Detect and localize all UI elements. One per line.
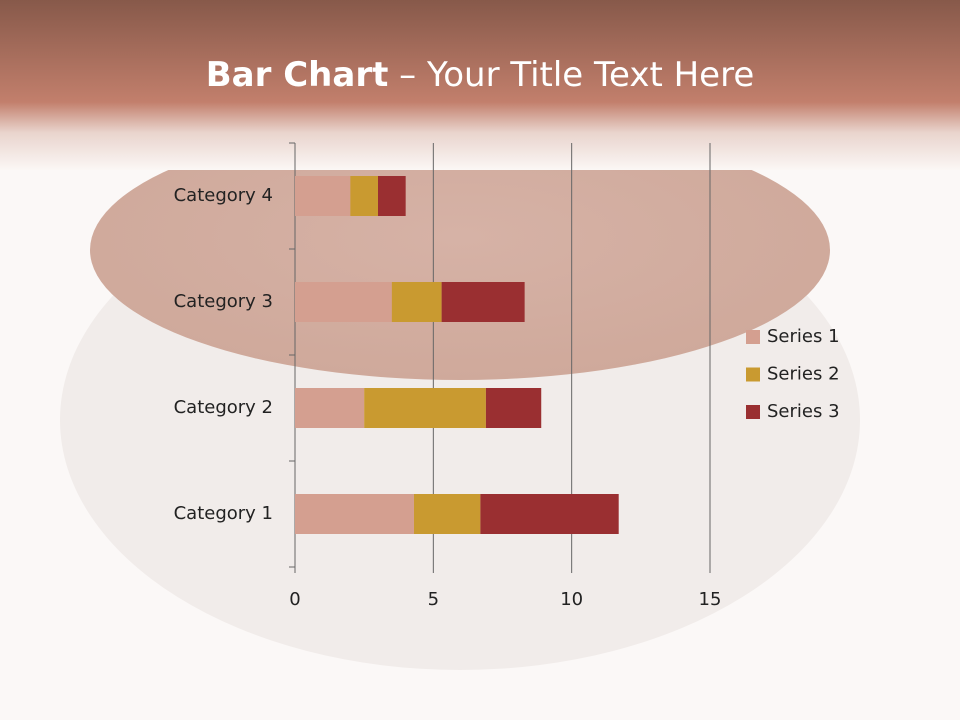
bar-segment [295, 388, 365, 428]
bar-segment [295, 494, 414, 534]
y-tick-label: Category 1 [174, 503, 273, 524]
bar-segment [378, 176, 406, 216]
x-tick-label: 10 [560, 589, 583, 610]
bar-segment [391, 282, 442, 322]
title-bold: Bar Chart [206, 55, 389, 95]
legend-swatch [746, 405, 760, 419]
x-tick-label: 0 [289, 589, 300, 610]
bar-segment [350, 176, 378, 216]
y-tick-label: Category 2 [174, 397, 273, 418]
bar-segment [364, 388, 486, 428]
legend-label: Series 2 [767, 364, 840, 385]
bar-segment [295, 282, 392, 322]
legend-label: Series 3 [767, 401, 840, 422]
x-tick-label: 15 [699, 589, 722, 610]
y-tick-label: Category 3 [174, 291, 273, 312]
bar-segment [485, 388, 542, 428]
title-rest: – Your Title Text Here [399, 55, 754, 95]
soup [90, 120, 830, 380]
plot: 0 5 10 15 Category 1 Category 2 Category 3 Cate… [174, 142, 840, 610]
legend-label: Series 1 [767, 326, 840, 347]
y-tick-label: Category 4 [174, 185, 273, 206]
bar-segment [413, 494, 481, 534]
legend-swatch [746, 330, 760, 344]
bar-segment [441, 282, 525, 322]
chart-title: Bar Chart – Your Title Text Here [206, 55, 754, 95]
bar-segment [480, 494, 619, 534]
legend-swatch [746, 367, 760, 382]
x-tick-label: 5 [428, 589, 439, 610]
bar-segment [295, 176, 351, 216]
title-band [0, 0, 960, 170]
